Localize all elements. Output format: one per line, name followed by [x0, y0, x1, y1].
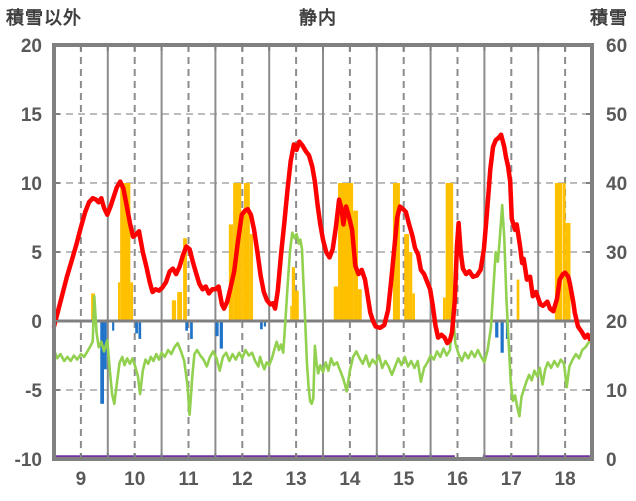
orange-bar [565, 223, 571, 321]
orange-bar [554, 183, 563, 321]
x-axis-tick-label: 18 [555, 469, 576, 490]
red-line-series [51, 132, 593, 346]
blue-bar [500, 321, 504, 353]
blue-bar [100, 321, 105, 404]
orange-bar [442, 297, 446, 321]
x-axis-tick-label: 16 [447, 469, 468, 490]
left-axis-tick-label: -10 [15, 450, 42, 471]
orange-bar [183, 238, 187, 321]
blue-bar [190, 321, 193, 339]
orange-bar [357, 289, 362, 321]
x-axis-tick-label: 12 [232, 469, 253, 490]
orange-bar [445, 183, 454, 321]
right-axis-tick-label: 30 [606, 243, 627, 264]
orange-bar [241, 210, 244, 321]
right-axis-tick-label: 40 [606, 174, 627, 195]
blue-bar [185, 321, 188, 331]
orange-bar [177, 292, 183, 321]
right-axis-title: 積雪 [590, 8, 628, 28]
left-axis-tick-label: 10 [21, 174, 42, 195]
right-axis-tick-label: 50 [606, 105, 627, 126]
blue-bar [219, 321, 223, 349]
orange-bar [333, 286, 339, 321]
green-line-series [52, 203, 592, 418]
left-axis-title: 積雪以外 [6, 8, 82, 28]
orange-bar [562, 183, 566, 321]
x-axis-tick-label: 13 [286, 469, 307, 490]
blue-bar [112, 321, 115, 331]
orange-bar [249, 234, 254, 321]
orange-bar [404, 234, 410, 321]
blue-bar [215, 321, 219, 337]
x-axis-tick-label: 11 [178, 469, 199, 490]
chart-title: 静内 [299, 8, 337, 28]
x-axis-tick-label: 17 [501, 469, 522, 490]
right-axis-tick-label: 0 [606, 450, 617, 471]
orange-bar [516, 279, 520, 321]
orange-bar [291, 267, 296, 321]
blue-bar [138, 321, 142, 339]
orange-bar [120, 183, 131, 321]
orange-bar [243, 183, 250, 321]
orange-bar [118, 282, 121, 321]
right-axis-tick-label: 60 [606, 36, 627, 57]
orange-bar [228, 224, 234, 321]
left-axis-tick-label: -5 [25, 381, 42, 402]
right-axis-tick-label: 20 [606, 312, 627, 333]
orange-bar [409, 252, 413, 321]
blue-bar [495, 321, 499, 338]
orange-bar [412, 293, 415, 321]
left-axis-tick-label: 15 [21, 105, 43, 126]
x-axis-tick-label: 10 [124, 469, 145, 490]
right-axis-tick-label: 10 [606, 381, 627, 402]
blue-bar [135, 321, 138, 334]
x-axis-tick-label: 15 [393, 469, 415, 490]
orange-bar [130, 282, 134, 321]
orange-bar [295, 290, 299, 321]
orange-bar [392, 183, 400, 321]
orange-bar [171, 300, 177, 321]
blue-bar [260, 321, 263, 330]
left-axis-tick-label: 20 [21, 36, 42, 57]
left-axis-tick-label: 5 [31, 243, 42, 264]
orange-bar [290, 305, 292, 321]
left-axis-tick-label: 0 [31, 312, 42, 333]
x-axis-tick-label: 14 [339, 469, 361, 490]
blue-bar [263, 321, 266, 327]
x-axis-tick-label: 9 [76, 469, 87, 490]
